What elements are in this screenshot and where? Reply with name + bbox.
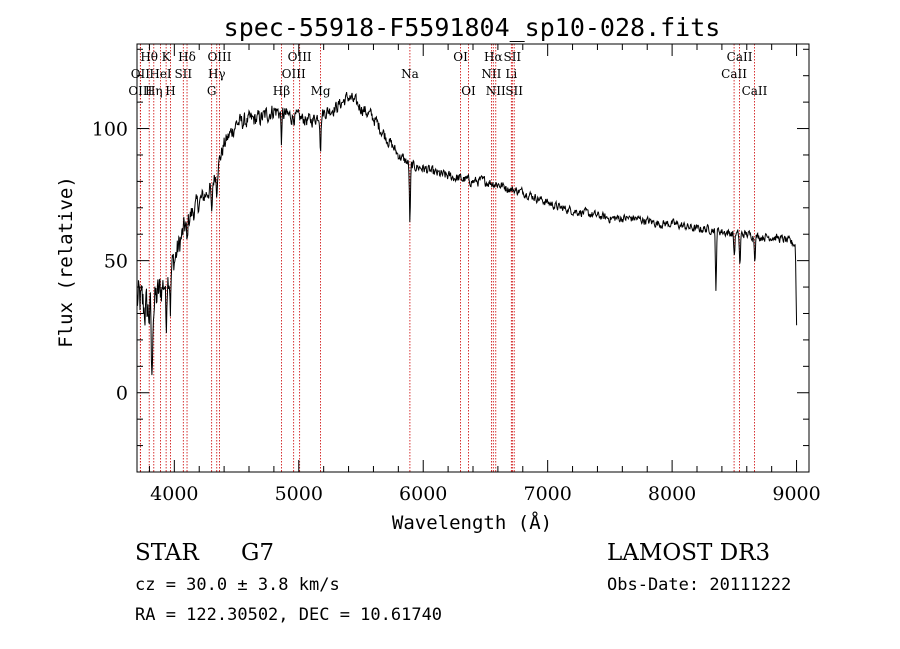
- x-tick-label: 9000: [772, 483, 820, 505]
- y-tick-label: 50: [104, 251, 128, 273]
- spectral-line-label: NII: [481, 67, 501, 81]
- spectral-line-label: Hδ: [178, 50, 196, 64]
- x-axis-label: Wavelength (Å): [392, 511, 552, 534]
- spectral-line-label: Hη: [145, 84, 163, 98]
- x-tick-label: 4000: [150, 483, 198, 505]
- spectral-line-labels: Hθ OII OIII K HeI Hη SII H Hδ OIII Hγ G Hβ OIII OIII Mg…: [128, 50, 767, 98]
- spectral-line-label: OI: [461, 84, 476, 98]
- y-axis-ticks: 0 50 100: [92, 48, 809, 473]
- spectral-line-label: Mg: [311, 84, 331, 98]
- spectral-line-label: OII: [131, 67, 151, 81]
- object-class: STAR: [135, 540, 199, 566]
- spectral-line-label: CaII: [721, 67, 747, 81]
- spectral-line-label: CaII: [742, 84, 768, 98]
- y-tick-label: 100: [92, 119, 128, 141]
- survey-name: LAMOST DR3: [607, 540, 770, 566]
- spectral-line-label: Li: [505, 67, 517, 81]
- coordinates-info: RA = 122.30502, DEC = 10.61740: [135, 605, 442, 625]
- spectral-line-label: SII: [505, 84, 523, 98]
- x-tick-label: 7000: [523, 483, 571, 505]
- spectrum-line: [136, 91, 798, 376]
- spectral-line-label: OIII: [282, 67, 306, 81]
- spectral-line-label: Hα: [484, 50, 503, 64]
- spectral-line-label: Hγ: [208, 67, 226, 81]
- spectral-line-label: OIII: [288, 50, 312, 64]
- spectral-line-label: CaII: [727, 50, 753, 64]
- spectral-line-label: Na: [401, 67, 419, 81]
- chart-title: spec-55918-F5591804_sp10-028.fits: [224, 13, 721, 42]
- plot-frame: [136, 43, 810, 473]
- observation-date: Obs-Date: 20111222: [607, 575, 791, 595]
- x-axis-ticks: 4000 5000 6000 7000 8000 9000: [148, 44, 821, 505]
- object-subclass: G7: [241, 540, 274, 566]
- spectral-line-label: OI: [453, 50, 468, 64]
- spectral-line-label: HeI: [149, 67, 172, 81]
- y-axis-label: Flux (relative): [55, 176, 77, 348]
- x-tick-label: 5000: [275, 483, 323, 505]
- spectral-line-label: OIII: [128, 84, 152, 98]
- spectral-line-label: G: [207, 84, 217, 98]
- spectral-line-label: Hβ: [273, 84, 290, 98]
- y-tick-label: 0: [116, 383, 128, 405]
- spectral-line-label: NII: [486, 84, 506, 98]
- spectral-line-label: K: [162, 50, 172, 64]
- spectral-line-markers: [139, 44, 755, 472]
- x-tick-label: 8000: [648, 483, 696, 505]
- spectral-line-label: Hθ: [140, 50, 158, 64]
- spectral-line-label: OIII: [207, 50, 231, 64]
- x-tick-label: 6000: [399, 483, 447, 505]
- redshift-info: cz = 30.0 ± 3.8 km/s: [135, 575, 340, 595]
- spectral-line-label: H: [165, 84, 175, 98]
- spectral-line-label: SII: [174, 67, 192, 81]
- spectral-line-label: SII: [503, 50, 521, 64]
